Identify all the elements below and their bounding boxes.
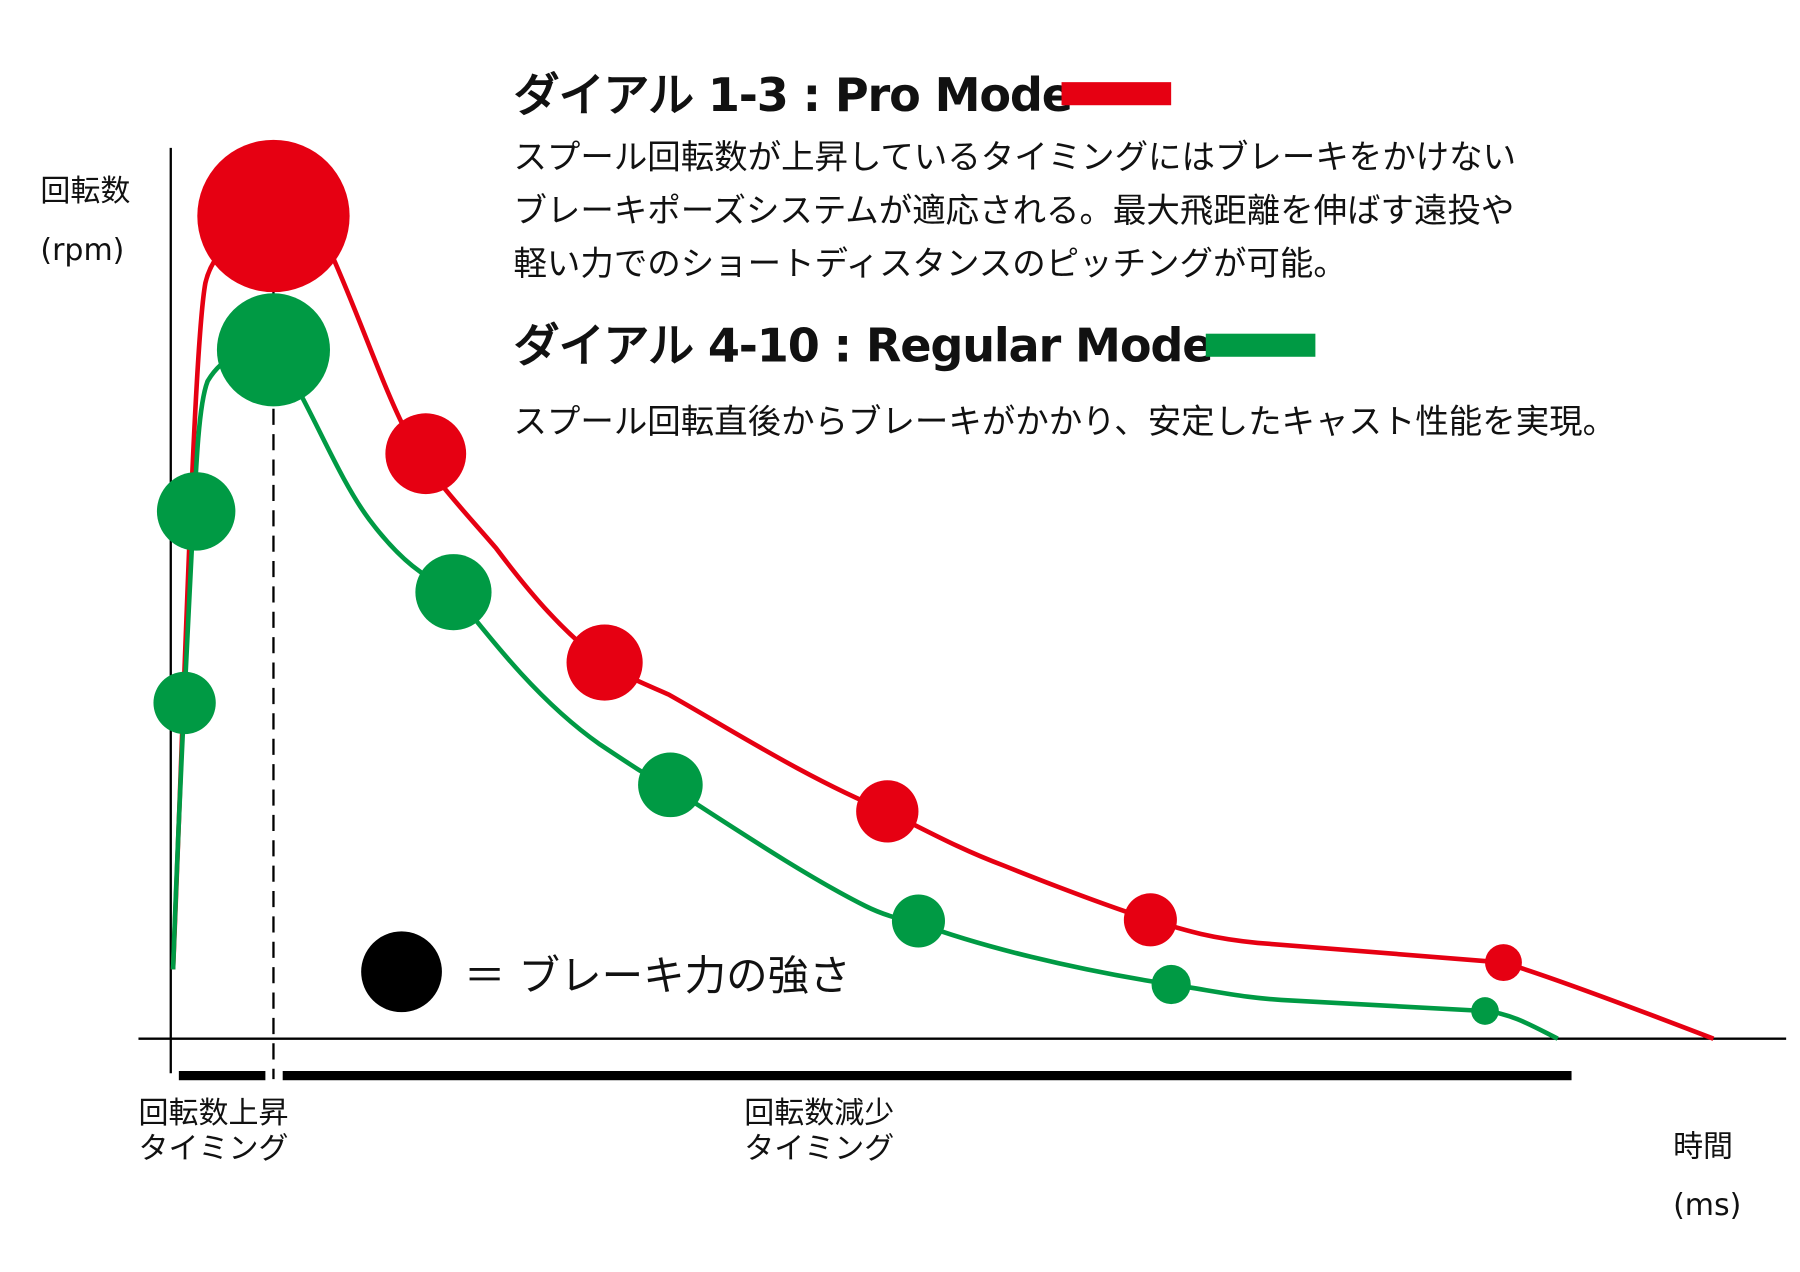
pro-mode-title: ダイアル 1-3 : Pro Mode bbox=[513, 68, 1071, 122]
rise-phase-label: タイミング bbox=[138, 1132, 288, 1167]
pro-mode-description: 軽い力でのショートディスタンスのピッチングが可能。 bbox=[513, 244, 1346, 283]
regular-brake-point bbox=[156, 472, 236, 551]
decline-phase-label: 回転数減少 bbox=[744, 1096, 894, 1131]
pro-mode-swatch bbox=[1061, 82, 1172, 106]
regular-brake-point bbox=[415, 554, 492, 631]
legend-text: ＝ ブレーキ力の強さ bbox=[464, 951, 851, 1000]
rise-phase-bar bbox=[178, 1071, 266, 1081]
x-axis-label: 時間 bbox=[1673, 1129, 1733, 1164]
regular-brake-point bbox=[1471, 997, 1499, 1025]
x-axis-unit: (ms) bbox=[1673, 1188, 1741, 1223]
regular-brake-points bbox=[153, 293, 1499, 1025]
pro-brake-point bbox=[1123, 893, 1177, 947]
regular-brake-point bbox=[638, 752, 703, 818]
pro-brake-point bbox=[856, 780, 919, 843]
regular-brake-point bbox=[891, 894, 945, 948]
regular-brake-point bbox=[153, 671, 216, 735]
pro-mode-description: スプール回転数が上昇しているタイミングにはブレーキをかけない bbox=[513, 138, 1516, 177]
pro-brake-point bbox=[566, 624, 643, 701]
pro-mode-description: ブレーキポーズシステムが適応される。最大飛距離を伸ばす遠投や bbox=[513, 191, 1514, 230]
decline-phase-label: タイミング bbox=[744, 1132, 894, 1167]
regular-mode-swatch bbox=[1205, 333, 1316, 357]
pro-brake-points bbox=[197, 139, 1522, 981]
pro-brake-point bbox=[197, 139, 350, 293]
regular-brake-point bbox=[216, 293, 330, 407]
pro-brake-point bbox=[385, 413, 467, 495]
regular-mode-title: ダイアル 4-10 : Regular Mode bbox=[513, 318, 1212, 372]
y-axis-unit: (rpm) bbox=[40, 233, 124, 268]
pro-brake-point bbox=[1485, 944, 1522, 981]
decline-phase-bar bbox=[282, 1071, 1572, 1081]
y-axis-label: 回転数 bbox=[40, 174, 130, 209]
rise-phase-label: 回転数上昇 bbox=[138, 1096, 288, 1131]
regular-mode-description: スプール回転直後からブレーキがかかり、安定したキャスト性能を実現。 bbox=[513, 402, 1616, 441]
legend-brake-force-icon bbox=[361, 931, 442, 1013]
regular-mode-curve bbox=[170, 347, 1559, 1041]
regular-brake-point bbox=[1151, 964, 1191, 1005]
